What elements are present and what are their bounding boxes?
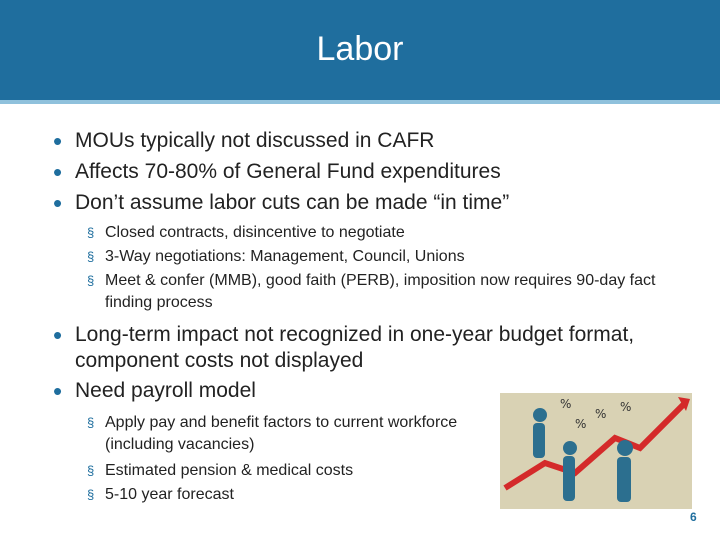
sub-bullet: Estimated pension & medical costs xyxy=(87,460,490,482)
illustration: %%%% xyxy=(500,393,692,509)
sub-bullet: Meet & confer (MMB), good faith (PERB), … xyxy=(87,270,665,314)
header-stripe xyxy=(0,100,720,104)
page-number: 6 xyxy=(690,510,697,524)
figures xyxy=(533,408,633,502)
bullet: Long-term impact not recognized in one-y… xyxy=(53,322,695,374)
sub-bullet: 5-10 year forecast xyxy=(87,484,490,506)
svg-text:%: % xyxy=(560,397,571,411)
svg-text:%: % xyxy=(620,400,631,414)
bullet: Don’t assume labor cuts can be made “in … xyxy=(53,190,509,216)
svg-text:%: % xyxy=(575,417,586,431)
bullet: MOUs typically not discussed in CAFR xyxy=(53,128,434,154)
header-band xyxy=(0,0,720,100)
trend-arrow xyxy=(503,400,688,491)
arrow-head xyxy=(678,397,690,411)
slide-title: Labor xyxy=(316,30,404,68)
sub-bullet: 3-Way negotiations: Management, Council,… xyxy=(87,246,665,268)
sub-bullet: Apply pay and benefit factors to current… xyxy=(87,412,490,456)
percent-icons: %%%% xyxy=(560,397,631,431)
bullet: Need payroll model xyxy=(53,378,256,404)
sub-bullet: Closed contracts, disincentive to negoti… xyxy=(87,222,665,244)
bullet: Affects 70-80% of General Fund expenditu… xyxy=(53,159,501,185)
svg-text:%: % xyxy=(595,407,606,421)
